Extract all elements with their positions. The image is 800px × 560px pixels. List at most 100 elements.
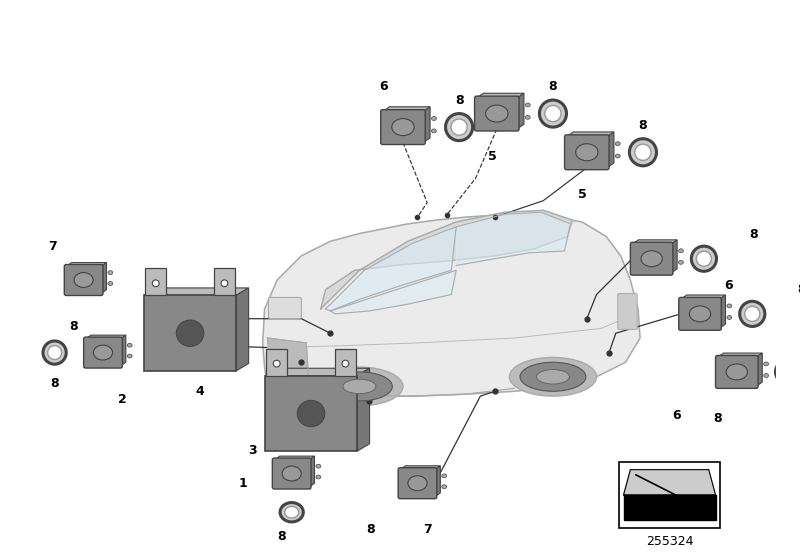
Ellipse shape bbox=[678, 249, 683, 253]
Text: 4: 4 bbox=[195, 385, 204, 398]
Polygon shape bbox=[86, 335, 126, 339]
Polygon shape bbox=[400, 466, 440, 470]
Text: 8: 8 bbox=[638, 119, 647, 132]
FancyBboxPatch shape bbox=[145, 268, 166, 296]
Bar bbox=[618, 462, 720, 528]
Polygon shape bbox=[623, 495, 715, 520]
Ellipse shape bbox=[446, 114, 473, 141]
Polygon shape bbox=[66, 263, 106, 267]
FancyBboxPatch shape bbox=[398, 468, 437, 499]
Polygon shape bbox=[681, 295, 726, 300]
Polygon shape bbox=[321, 211, 572, 309]
FancyBboxPatch shape bbox=[214, 268, 235, 296]
Ellipse shape bbox=[641, 251, 662, 267]
Ellipse shape bbox=[526, 115, 530, 119]
Ellipse shape bbox=[298, 400, 325, 427]
Text: 8: 8 bbox=[70, 320, 78, 333]
Ellipse shape bbox=[764, 374, 769, 377]
Ellipse shape bbox=[343, 379, 376, 394]
Polygon shape bbox=[566, 132, 614, 137]
Polygon shape bbox=[262, 214, 640, 396]
Ellipse shape bbox=[108, 270, 113, 274]
Text: 6: 6 bbox=[673, 409, 681, 422]
Ellipse shape bbox=[285, 506, 298, 518]
Ellipse shape bbox=[274, 360, 280, 367]
FancyBboxPatch shape bbox=[381, 110, 426, 144]
Polygon shape bbox=[456, 212, 570, 265]
Ellipse shape bbox=[775, 360, 798, 384]
Text: 7: 7 bbox=[422, 523, 431, 536]
FancyBboxPatch shape bbox=[269, 297, 302, 319]
Ellipse shape bbox=[431, 129, 436, 133]
FancyBboxPatch shape bbox=[266, 349, 287, 376]
Ellipse shape bbox=[74, 273, 94, 287]
Ellipse shape bbox=[576, 144, 598, 161]
Ellipse shape bbox=[615, 154, 620, 158]
Text: 6: 6 bbox=[379, 80, 388, 93]
Ellipse shape bbox=[392, 119, 414, 136]
Ellipse shape bbox=[48, 346, 62, 360]
Ellipse shape bbox=[510, 357, 597, 396]
Polygon shape bbox=[382, 107, 430, 111]
Text: 5: 5 bbox=[578, 188, 586, 202]
FancyBboxPatch shape bbox=[265, 376, 357, 451]
FancyBboxPatch shape bbox=[64, 264, 103, 296]
Ellipse shape bbox=[486, 105, 508, 122]
Text: 8: 8 bbox=[713, 412, 722, 425]
Text: 8: 8 bbox=[454, 94, 463, 106]
Ellipse shape bbox=[316, 475, 321, 479]
FancyBboxPatch shape bbox=[618, 293, 637, 329]
Text: 8: 8 bbox=[549, 80, 558, 93]
Ellipse shape bbox=[176, 320, 204, 347]
Text: 8: 8 bbox=[366, 523, 375, 536]
Ellipse shape bbox=[545, 105, 561, 122]
Text: 8: 8 bbox=[50, 377, 59, 390]
Ellipse shape bbox=[615, 142, 620, 146]
Ellipse shape bbox=[635, 144, 651, 160]
Ellipse shape bbox=[526, 103, 530, 107]
FancyBboxPatch shape bbox=[678, 297, 722, 330]
Ellipse shape bbox=[431, 116, 436, 120]
FancyBboxPatch shape bbox=[715, 356, 758, 389]
Polygon shape bbox=[719, 295, 726, 328]
Ellipse shape bbox=[780, 365, 794, 379]
FancyBboxPatch shape bbox=[630, 242, 673, 275]
Polygon shape bbox=[236, 288, 249, 371]
Ellipse shape bbox=[282, 466, 302, 481]
Polygon shape bbox=[756, 353, 762, 386]
FancyBboxPatch shape bbox=[144, 296, 236, 371]
FancyBboxPatch shape bbox=[84, 337, 122, 368]
Ellipse shape bbox=[127, 343, 132, 347]
Polygon shape bbox=[326, 227, 456, 311]
Polygon shape bbox=[607, 132, 614, 168]
Ellipse shape bbox=[442, 474, 446, 478]
Polygon shape bbox=[423, 107, 430, 143]
Ellipse shape bbox=[630, 139, 657, 166]
Ellipse shape bbox=[691, 246, 717, 271]
Text: 8: 8 bbox=[798, 283, 800, 296]
Ellipse shape bbox=[221, 280, 228, 287]
Ellipse shape bbox=[127, 354, 132, 358]
Ellipse shape bbox=[690, 306, 710, 322]
Polygon shape bbox=[121, 335, 126, 366]
Ellipse shape bbox=[152, 280, 159, 287]
FancyBboxPatch shape bbox=[474, 96, 519, 131]
FancyBboxPatch shape bbox=[272, 458, 311, 489]
Ellipse shape bbox=[326, 372, 392, 401]
Polygon shape bbox=[274, 456, 314, 460]
Ellipse shape bbox=[94, 345, 113, 360]
Text: 1: 1 bbox=[239, 477, 248, 489]
Ellipse shape bbox=[745, 306, 760, 321]
Ellipse shape bbox=[539, 100, 566, 127]
Text: 2: 2 bbox=[118, 393, 126, 405]
Ellipse shape bbox=[280, 502, 303, 522]
Ellipse shape bbox=[451, 119, 467, 135]
Polygon shape bbox=[144, 288, 249, 296]
Text: 7: 7 bbox=[48, 240, 57, 253]
Ellipse shape bbox=[726, 364, 747, 380]
Ellipse shape bbox=[727, 316, 732, 319]
Ellipse shape bbox=[43, 341, 66, 364]
Polygon shape bbox=[477, 94, 524, 98]
Polygon shape bbox=[671, 240, 677, 273]
Ellipse shape bbox=[520, 362, 586, 391]
